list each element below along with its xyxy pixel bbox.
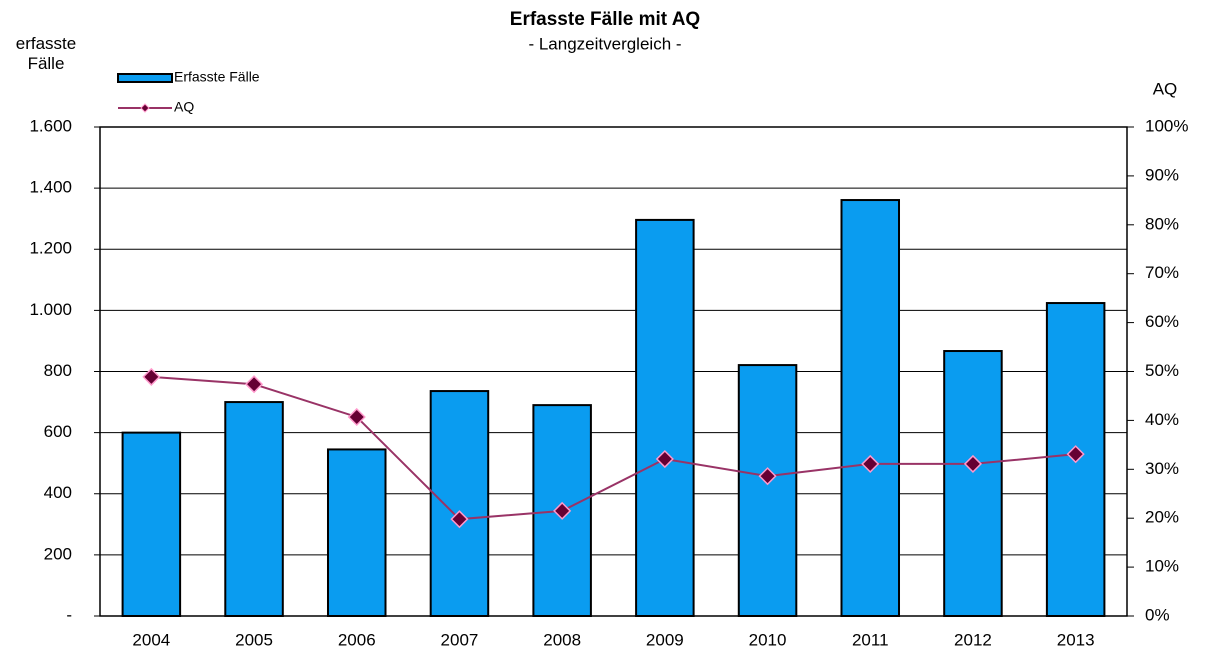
- marker: [450, 510, 469, 529]
- x-tick-label: 2010: [749, 630, 787, 649]
- y-tick-label: -: [66, 605, 72, 624]
- x-tick-label: 2008: [543, 630, 581, 649]
- legend-marker: [140, 103, 150, 113]
- marker: [758, 467, 777, 486]
- y2-tick-label: 10%: [1145, 557, 1179, 576]
- line: [151, 375, 1076, 521]
- legend-label: Erfasste Fälle: [174, 69, 260, 85]
- bar: [943, 350, 1003, 617]
- x-tick-label: 2011: [852, 630, 889, 649]
- y-tick-label: 400: [44, 483, 72, 502]
- marker: [244, 375, 264, 394]
- y2-tick-label: 100%: [1145, 116, 1188, 135]
- y2-tick-label: 90%: [1145, 165, 1179, 184]
- y-tick-label: 1.600: [29, 116, 72, 135]
- y-tick-label: 800: [44, 361, 72, 380]
- y-axis-label: erfasste Fälle: [15, 34, 77, 73]
- y2-tick-label: 30%: [1145, 459, 1179, 478]
- marker: [347, 407, 366, 427]
- y-tick-label: 1.200: [29, 239, 72, 258]
- legend-swatch: [117, 73, 173, 83]
- bar: [326, 448, 387, 618]
- y2-tick-label: 80%: [1145, 214, 1179, 233]
- x-tick-label: 2009: [646, 630, 684, 649]
- marker: [861, 454, 880, 473]
- marker: [963, 454, 983, 473]
- y-tick-label: 200: [44, 544, 72, 563]
- x-tick-label: 2005: [235, 630, 273, 649]
- chart-subtitle: - Langzeitvergleich -: [528, 34, 681, 53]
- bar: [429, 390, 490, 617]
- marker: [1066, 445, 1085, 464]
- y2-tick-label: 0%: [1145, 605, 1170, 624]
- y2-tick-label: 40%: [1145, 410, 1179, 429]
- x-tick-label: 2012: [954, 630, 992, 649]
- x-tick-label: 2007: [441, 630, 479, 649]
- legend-label: AQ: [174, 99, 194, 115]
- y2-tick-label: 60%: [1145, 312, 1179, 331]
- bar: [737, 364, 798, 617]
- bar: [840, 199, 901, 617]
- y-tick-label: 1.400: [29, 178, 72, 197]
- x-tick-label: 2006: [338, 630, 376, 649]
- x-tick-label: 2013: [1057, 630, 1095, 649]
- y2-tick-label: 20%: [1145, 508, 1179, 527]
- y-tick-label: 600: [44, 422, 72, 441]
- y2-axis-label: AQ: [1153, 79, 1178, 98]
- y2-tick-label: 70%: [1145, 263, 1179, 282]
- bar: [121, 431, 182, 617]
- y2-tick-label: 50%: [1145, 361, 1179, 380]
- plot-border: [99, 126, 1128, 617]
- marker: [655, 449, 674, 469]
- y-tick-label: 1.000: [29, 300, 72, 319]
- marker: [142, 367, 161, 386]
- chart-title: Erfasste Fälle mit AQ: [510, 9, 700, 30]
- bar: [224, 401, 284, 617]
- x-tick-label: 2004: [132, 630, 170, 649]
- bar: [635, 218, 695, 617]
- marker: [553, 501, 572, 520]
